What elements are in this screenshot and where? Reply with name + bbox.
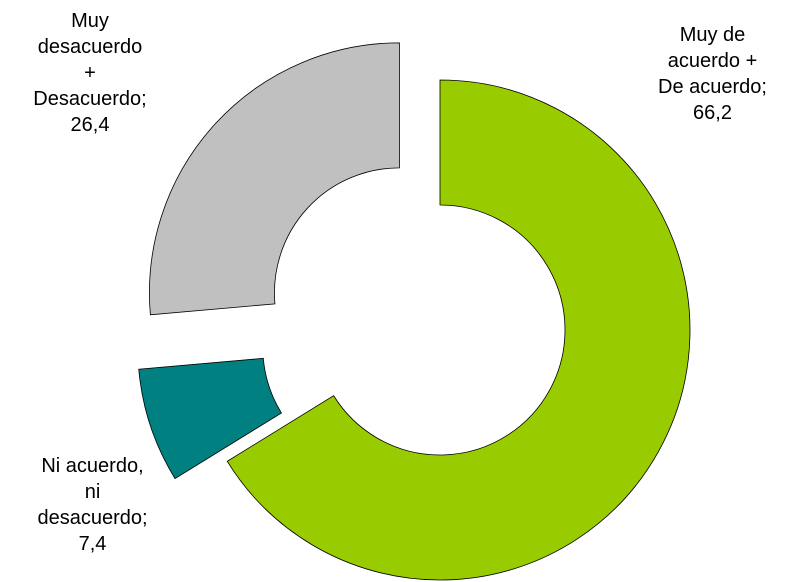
data-label: Muy desacuerdo + Desacuerdo; 26,4 xyxy=(30,8,150,138)
donut-slice xyxy=(149,42,400,316)
donut-slice xyxy=(138,357,282,480)
data-label: Ni acuerdo, ni desacuerdo; 7,4 xyxy=(35,453,150,557)
label-value: 7,4 xyxy=(78,533,107,555)
data-label: Muy de acuerdo + De acuerdo; 66,2 xyxy=(655,22,770,126)
label-value: 66,2 xyxy=(693,102,732,124)
donut-slice xyxy=(226,79,691,581)
label-category: Ni acuerdo, ni desacuerdo; xyxy=(37,455,148,529)
label-category: Muy desacuerdo + Desacuerdo; xyxy=(33,10,147,110)
label-value: 26,4 xyxy=(70,114,110,136)
label-category: Muy de acuerdo + De acuerdo; xyxy=(658,24,767,98)
